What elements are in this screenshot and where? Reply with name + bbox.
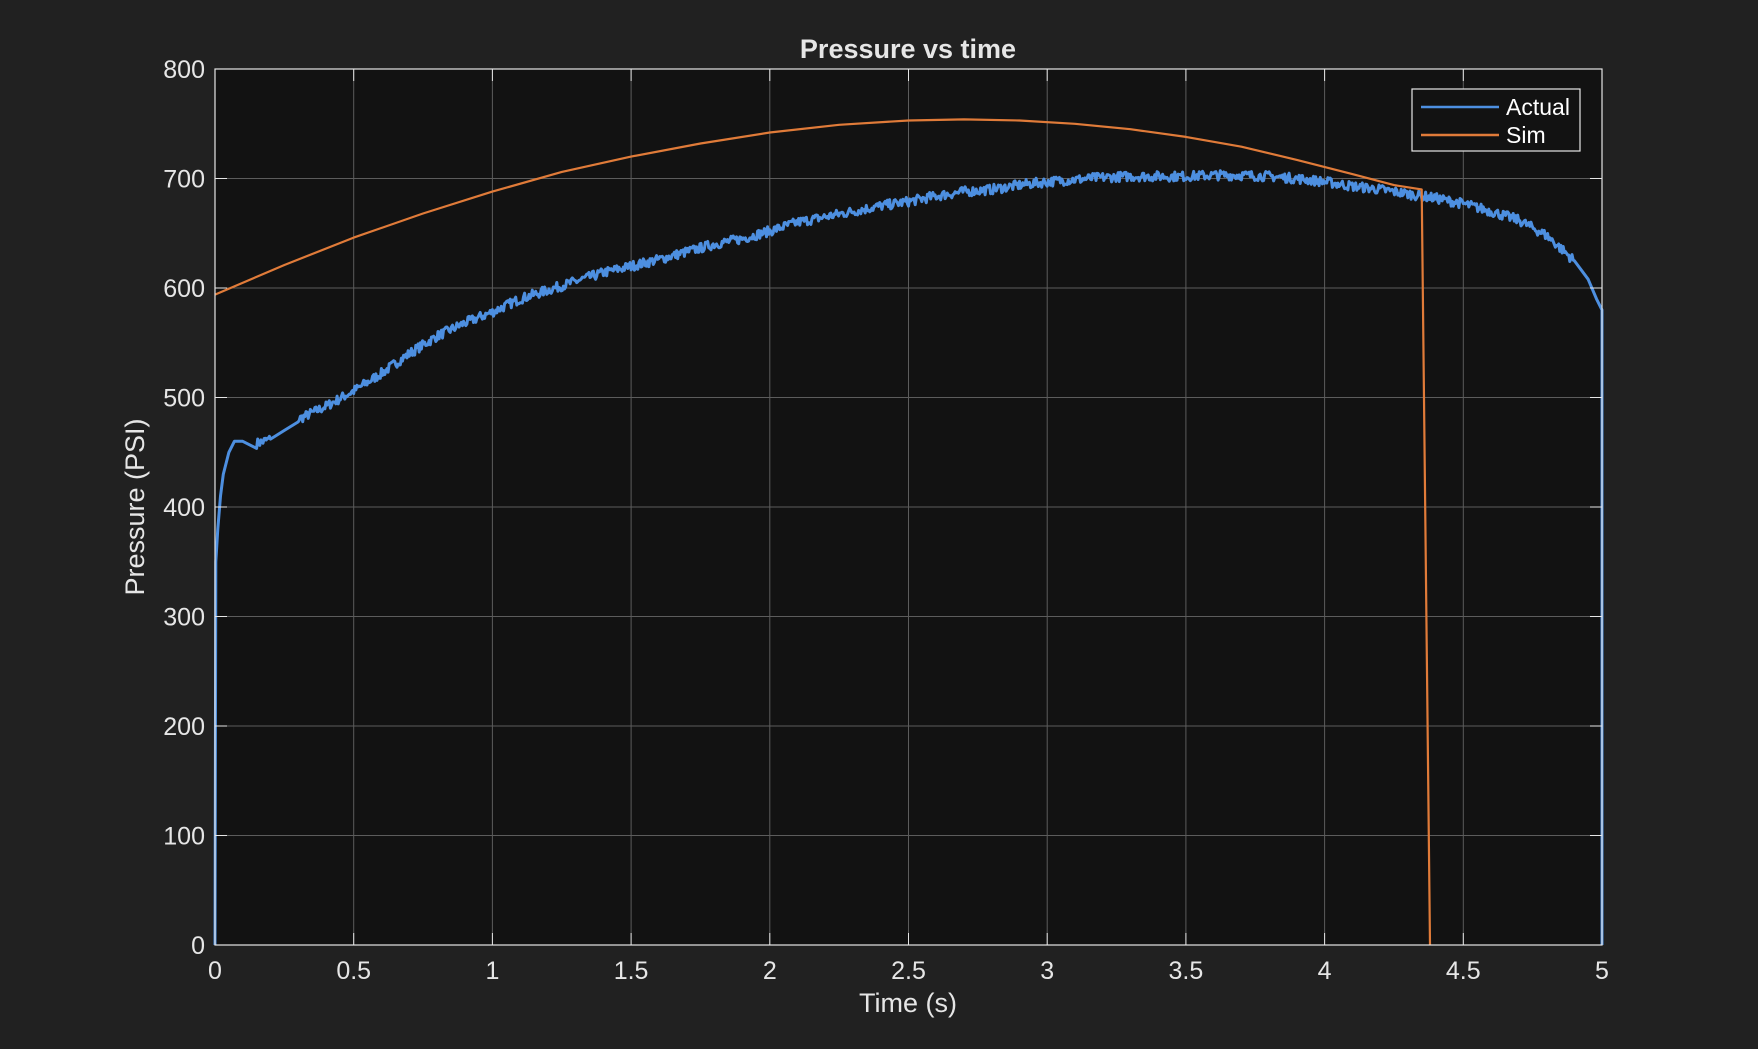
y-tick-label: 0 [191,932,205,960]
x-tick-label: 1.5 [614,957,649,985]
y-tick-label: 600 [163,275,205,303]
y-tick-label: 800 [163,56,205,84]
x-tick-label: 0 [208,957,222,985]
chart-title: Pressure vs time [800,34,1016,64]
y-tick-label: 400 [163,494,205,522]
y-tick-label: 200 [163,713,205,741]
legend-label-sim: Sim [1506,122,1546,148]
x-tick-label: 5 [1595,957,1609,985]
x-axis-label: Time (s) [859,988,957,1018]
x-tick-label: 2 [763,957,777,985]
series-layer [213,118,1604,946]
legend[interactable]: Actual Sim [1411,88,1581,152]
ticks: 0 0.5 1 1.5 2 2.5 3 3.5 4 4.5 5 0 100 200 300 400 500 600… [163,56,1609,985]
x-tick-label: 4 [1318,957,1332,985]
x-tick-label: 1 [485,957,499,985]
y-tick-label: 500 [163,385,205,413]
series-line-actual [213,169,1604,946]
x-tick-label: 0.5 [336,957,371,985]
x-tick-label: 3 [1040,957,1054,985]
series-line-sim [214,118,1432,946]
y-tick-label: 300 [163,604,205,632]
x-tick-label: 2.5 [891,957,926,985]
legend-label-actual: Actual [1506,94,1570,120]
y-tick-label: 700 [163,166,205,194]
grid [215,69,1602,945]
y-axis-label: Pressure (PSI) [120,418,150,595]
x-tick-label: 3.5 [1169,957,1204,985]
x-tick-label: 4.5 [1446,957,1481,985]
legend-box [1411,88,1581,152]
y-tick-label: 100 [163,823,205,851]
